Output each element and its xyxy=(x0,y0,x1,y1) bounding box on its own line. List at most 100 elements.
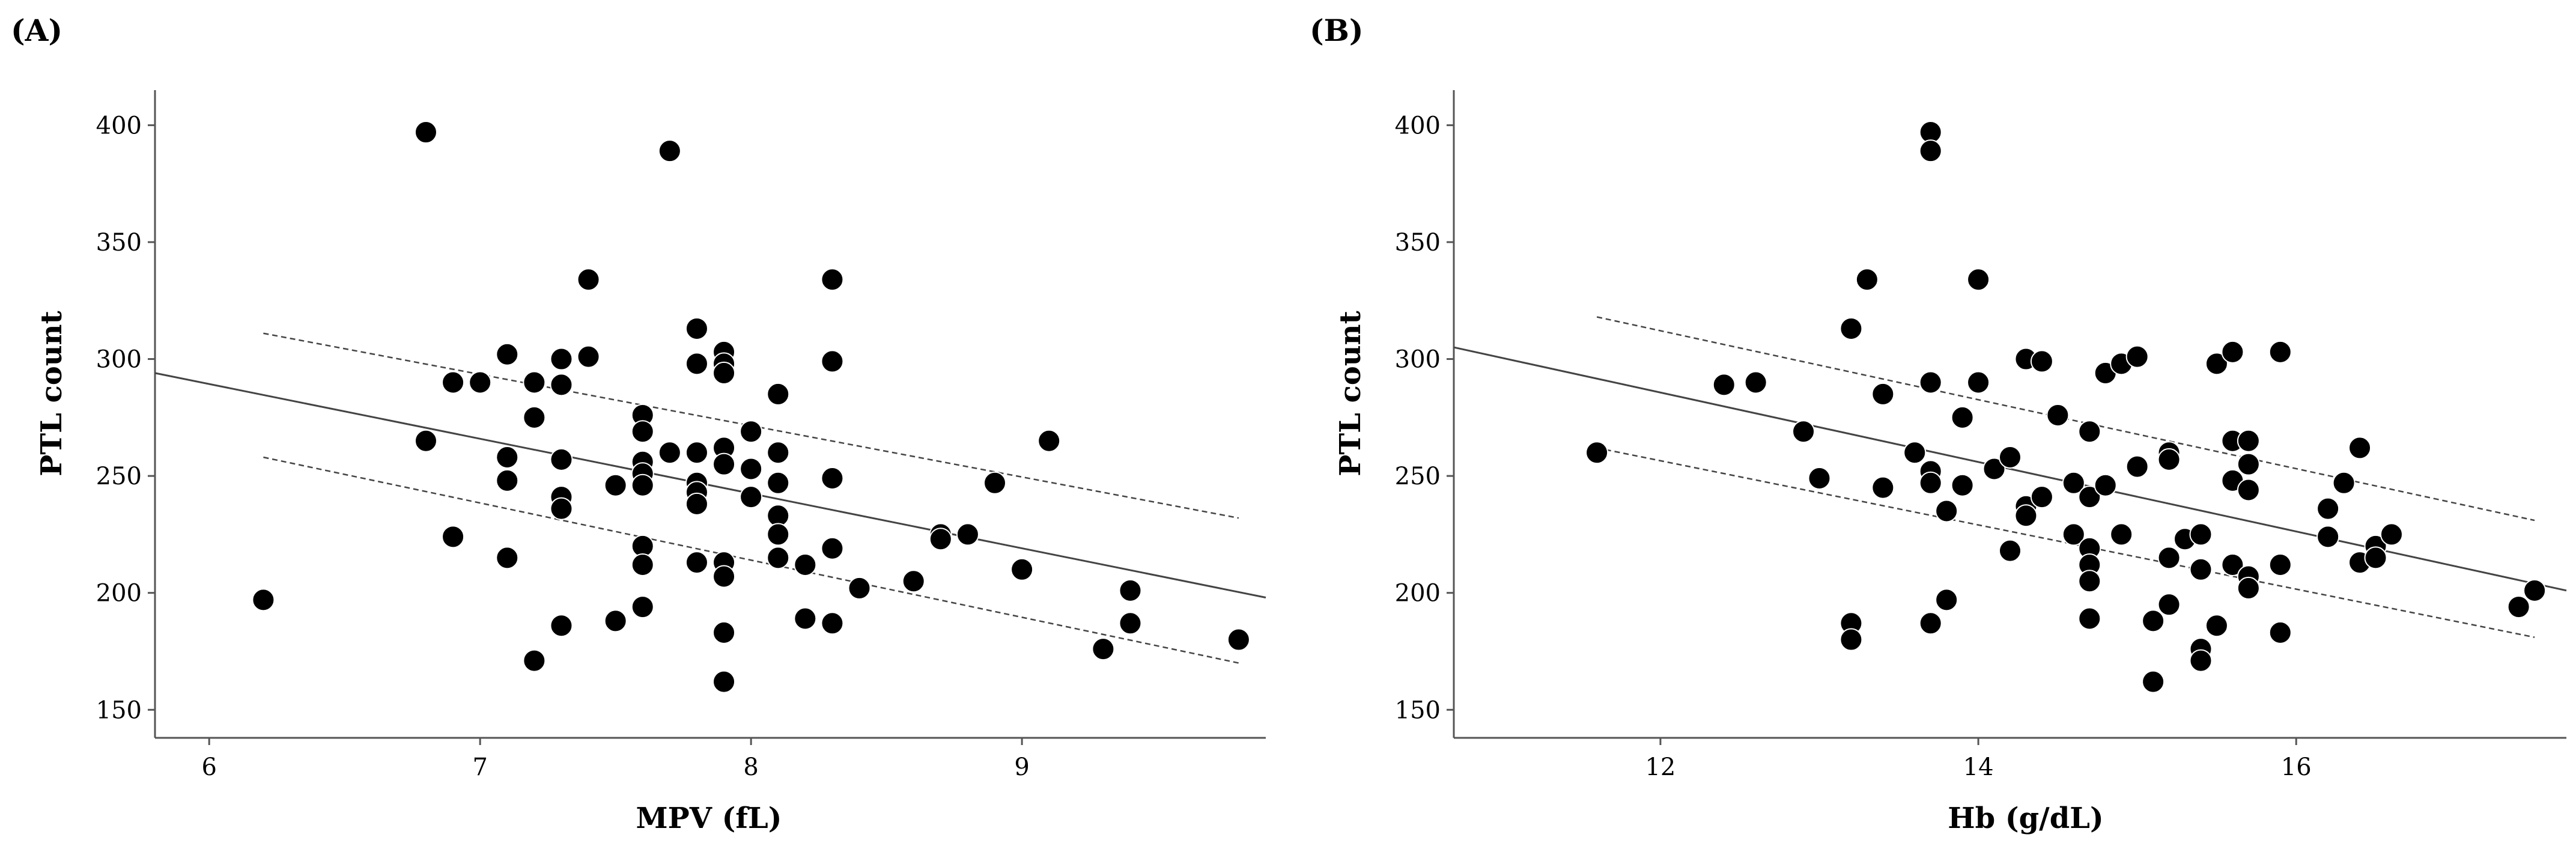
panel-a-data-point xyxy=(712,452,736,476)
panel-b-data-point xyxy=(2316,525,2340,549)
panel-b-data-point xyxy=(1967,371,1990,394)
panel-b-data-point xyxy=(2268,340,2292,364)
panel-a-ci-lower-line xyxy=(263,456,1239,664)
panel-a-data-point xyxy=(252,588,275,612)
panel-b-data-point xyxy=(2189,558,2213,581)
panel-b-y-axis-title: PTL count xyxy=(1334,311,1367,476)
panel-a-data-point xyxy=(794,607,817,630)
panel-a-data-point xyxy=(1010,558,1034,581)
panel-a-y-tick-label: 250 xyxy=(96,463,142,490)
panel-b-data-point xyxy=(2046,403,2070,427)
panel-b-data-point xyxy=(1919,612,1942,635)
panel-b-y-tick-label: 350 xyxy=(1395,229,1441,257)
panel-a-data-point xyxy=(604,609,627,633)
panel-a-data-point xyxy=(685,551,708,574)
panel-a-data-point xyxy=(956,523,979,546)
panel-b-x-tick-label: 14 xyxy=(1963,753,1994,781)
panel-a-data-point xyxy=(983,471,1007,495)
panel-b-data-point xyxy=(1951,473,1974,497)
panel-b-data-point xyxy=(1871,476,1895,499)
panel-b-data-point xyxy=(2125,455,2149,478)
panel-b-plot-area: 150 200 250 300 350 400 12 14 16 xyxy=(1395,90,2567,781)
panel-b-data-point xyxy=(2237,452,2260,476)
panel-a-data-point xyxy=(414,429,437,452)
panel-b-data-point xyxy=(2507,595,2530,619)
panel-a-data-point xyxy=(442,525,465,549)
panel-a-data-point xyxy=(658,139,681,163)
panel-a-data-point xyxy=(712,361,736,385)
panel-a-data-point xyxy=(794,553,817,577)
panel-b-label: (B) xyxy=(1310,13,1364,48)
panel-b-data-point xyxy=(2348,436,2372,460)
panel-a-y-tick-label: 400 xyxy=(96,112,142,139)
panel-a-data-point xyxy=(767,382,790,406)
panel-a: (A) PTL count MPV (fL) 150 200 250 300 350 40… xyxy=(11,13,1266,835)
panel-b: (B) PTL count Hb (g/dL) 150 200 250 300 350 4… xyxy=(1310,13,2567,835)
panel-a-plot-area: 150 200 250 300 350 400 6 7 8 9 xyxy=(96,90,1266,781)
panel-b-data-point xyxy=(1919,139,1942,163)
panel-b-data-point xyxy=(2189,649,2213,672)
panel-b-data-point xyxy=(2094,473,2117,497)
panel-b-data-point xyxy=(2078,485,2101,509)
panel-b-data-point xyxy=(2523,579,2547,602)
panel-a-data-point xyxy=(577,345,600,368)
panel-a-data-point xyxy=(712,670,736,693)
panel-a-data-point xyxy=(550,448,573,471)
panel-a-data-point xyxy=(1092,638,1115,661)
panel-b-data-point xyxy=(1967,268,1990,291)
panel-a-data-point xyxy=(685,441,708,464)
panel-a-data-point xyxy=(550,373,573,397)
panel-a-data-point xyxy=(631,473,654,497)
panel-b-data-point xyxy=(2221,340,2244,364)
panel-a-data-point xyxy=(496,445,519,469)
panel-b-data-point xyxy=(2221,553,2244,577)
panel-b-data-point xyxy=(1999,539,2022,562)
panel-a-regression-line xyxy=(154,372,1266,598)
panel-b-data-point xyxy=(2062,471,2085,495)
panel-b-data-point xyxy=(1839,317,1863,340)
panel-b-data-point xyxy=(2157,593,2181,616)
panel-a-data-point xyxy=(712,621,736,644)
panel-a-data-point xyxy=(1037,429,1061,452)
panel-b-y-tick-label: 150 xyxy=(1395,696,1441,724)
panel-b-data-point xyxy=(2205,352,2228,376)
panel-b-data-point xyxy=(1855,268,1879,291)
panel-b-data-point xyxy=(2110,523,2133,546)
panel-a-data-point xyxy=(550,614,573,638)
panel-b-data-point xyxy=(2364,546,2387,570)
panel-a-data-point xyxy=(767,471,790,495)
panel-a-data-point xyxy=(523,649,546,672)
panel-b-data-point xyxy=(2189,523,2213,546)
panel-a-x-tick-label: 8 xyxy=(743,753,758,781)
panel-a-data-point xyxy=(631,420,654,443)
panel-a-data-point xyxy=(658,441,681,464)
panel-b-data-point xyxy=(2142,609,2165,633)
panel-b-data-point xyxy=(1919,471,1942,495)
panel-b-y-tick-label: 200 xyxy=(1395,580,1441,607)
panel-b-data-point xyxy=(1999,445,2022,469)
panel-b-data-point xyxy=(2030,350,2053,373)
panel-b-data-point xyxy=(1935,499,1958,523)
panel-b-y-tick-label: 400 xyxy=(1395,112,1441,139)
panel-a-data-point xyxy=(631,595,654,619)
panel-b-data-point xyxy=(1982,457,2006,481)
panel-a-data-point xyxy=(550,497,573,520)
panel-b-data-point xyxy=(2142,670,2165,693)
panel-b-data-point xyxy=(2125,345,2149,368)
panel-b-data-point xyxy=(2157,546,2181,570)
panel-b-data-point xyxy=(1903,441,1927,464)
panel-b-data-point xyxy=(2205,614,2228,638)
panel-a-data-point xyxy=(821,467,844,490)
panel-b-data-point xyxy=(2078,607,2101,630)
panel-a-y-tick-label: 150 xyxy=(96,696,142,724)
panel-b-data-point xyxy=(1585,441,1609,464)
panel-a-data-point xyxy=(469,371,492,394)
panel-a-data-point xyxy=(496,546,519,570)
panel-b-x-tick-label: 12 xyxy=(1645,753,1675,781)
panel-a-data-point xyxy=(496,469,519,492)
panel-b-data-point xyxy=(2237,478,2260,502)
panel-a-data-point xyxy=(929,528,952,551)
panel-b-data-point xyxy=(1808,467,1831,490)
panel-a-data-point xyxy=(821,268,844,291)
